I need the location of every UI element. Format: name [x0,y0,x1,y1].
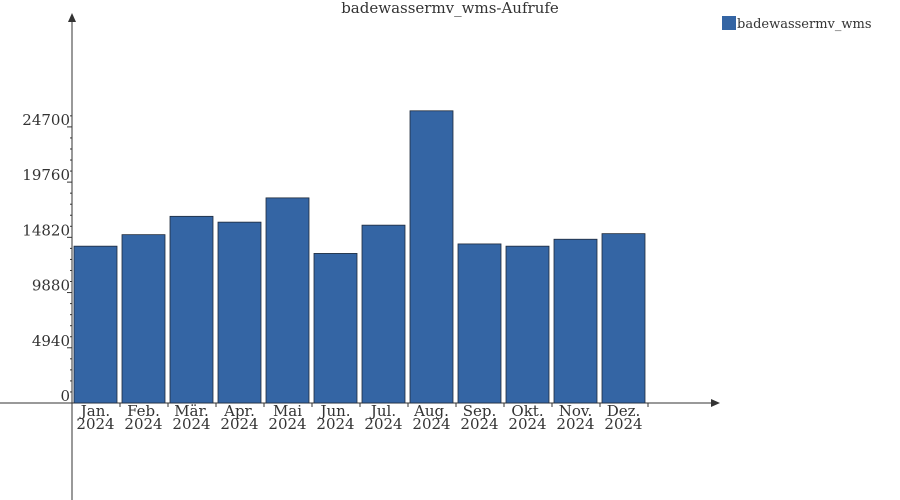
x-axis-arrow [711,399,720,407]
bar [505,245,550,404]
x-tick-label-year: 2024 [172,415,210,433]
x-tick-label-month: Aug. [413,402,449,420]
bar [169,215,214,404]
bar [361,224,406,404]
chart-title: badewassermv_wms-Aufrufe [341,0,559,17]
x-tick-label-month: Apr. [223,402,255,420]
x-tick-label-year: 2024 [556,415,594,433]
x-tick-label-month: Nov. [559,402,593,420]
x-tick-label-month: Mär. [174,402,209,420]
x-tick-label-year: 2024 [508,415,546,433]
bar [601,233,646,404]
x-tick-label-month: Jun. [318,402,350,420]
x-tick-label-month: Jul. [369,402,396,420]
y-tick-label: 19760 [22,166,70,184]
bars [73,110,646,404]
bar [121,234,166,404]
x-tick-label-month: Dez. [607,402,641,420]
x-tick-label-year: 2024 [268,415,306,433]
x-tick-label-month: Feb. [127,402,160,420]
bar [457,243,502,404]
bar [553,238,598,404]
bar [217,221,262,404]
legend-swatch [722,16,736,30]
x-tick-label-year: 2024 [460,415,498,433]
bar [313,253,358,404]
bar [265,197,310,404]
y-tick-label: 0 [60,387,70,405]
y-axis-arrow [68,13,76,22]
x-tick-label-year: 2024 [604,415,642,433]
x-tick-label-year: 2024 [412,415,450,433]
bar [409,110,454,404]
legend-label: badewassermv_wms [737,17,872,32]
legend: badewassermv_wms [722,16,872,32]
x-tick-label-year: 2024 [220,415,258,433]
x-tick-label-month: Sep. [463,402,497,420]
x-tick-label-month: Mai [273,402,302,420]
x-tick-label-month: Jan. [79,402,110,420]
x-tick-label-month: Okt. [511,402,543,420]
y-tick-label: 9880 [32,277,70,295]
bar [73,245,118,404]
x-tick-label-year: 2024 [76,415,114,433]
y-tick-label: 14820 [22,221,70,239]
x-tick-labels: Jan.2024Feb.2024Mär.2024Apr.2024Mai2024J… [71,402,649,433]
x-tick-label-year: 2024 [316,415,354,433]
x-tick-label-year: 2024 [364,415,402,433]
y-tick-labels: 0 4940 9880 14820 19760 24700 [22,111,72,405]
x-tick-label-year: 2024 [124,415,162,433]
y-tick-label: 24700 [22,111,70,129]
y-tick-label: 4940 [32,332,70,350]
